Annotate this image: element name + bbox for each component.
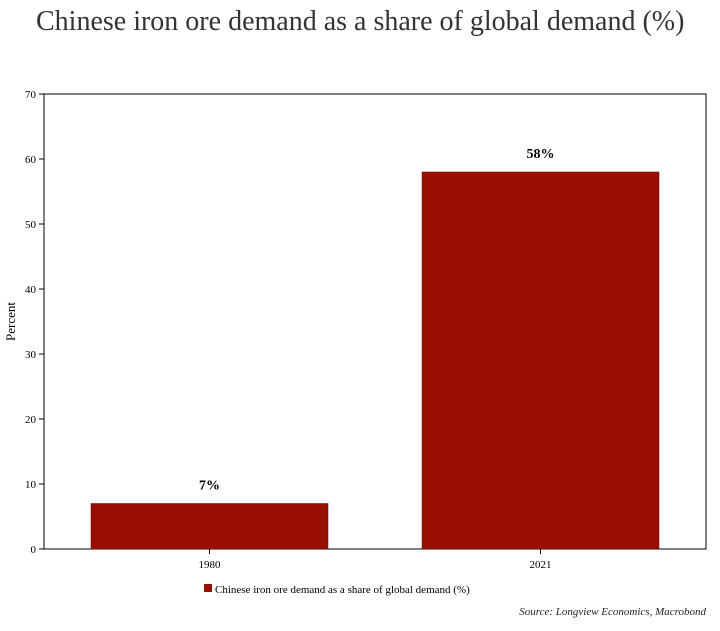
y-tick-label: 50 bbox=[25, 219, 37, 231]
plot-frame bbox=[43, 93, 707, 550]
y-tick-label: 70 bbox=[25, 89, 37, 101]
y-tick-label: 10 bbox=[25, 479, 37, 491]
data-label-1980: 7% bbox=[199, 479, 220, 494]
bar-2021 bbox=[421, 171, 660, 550]
x-tick-label: 1980 bbox=[199, 559, 222, 571]
y-tick-label: 40 bbox=[25, 284, 37, 296]
y-tick-label: 60 bbox=[25, 154, 37, 166]
source-note: Source: Longview Economics, Macrobond bbox=[519, 606, 706, 618]
chart-title: Chinese iron ore demand as a share of gl… bbox=[36, 6, 685, 37]
y-axis-label: Percent bbox=[3, 302, 18, 341]
legend-label: Chinese iron ore demand as a share of gl… bbox=[215, 584, 470, 596]
data-label-2021: 58% bbox=[527, 147, 555, 162]
x-tick-label: 2021 bbox=[530, 559, 552, 571]
y-tick-label: 20 bbox=[25, 414, 37, 426]
y-tick-label: 0 bbox=[31, 544, 37, 556]
bar-1980 bbox=[90, 503, 329, 550]
y-tick-label: 30 bbox=[25, 349, 37, 361]
legend-swatch bbox=[204, 584, 212, 592]
